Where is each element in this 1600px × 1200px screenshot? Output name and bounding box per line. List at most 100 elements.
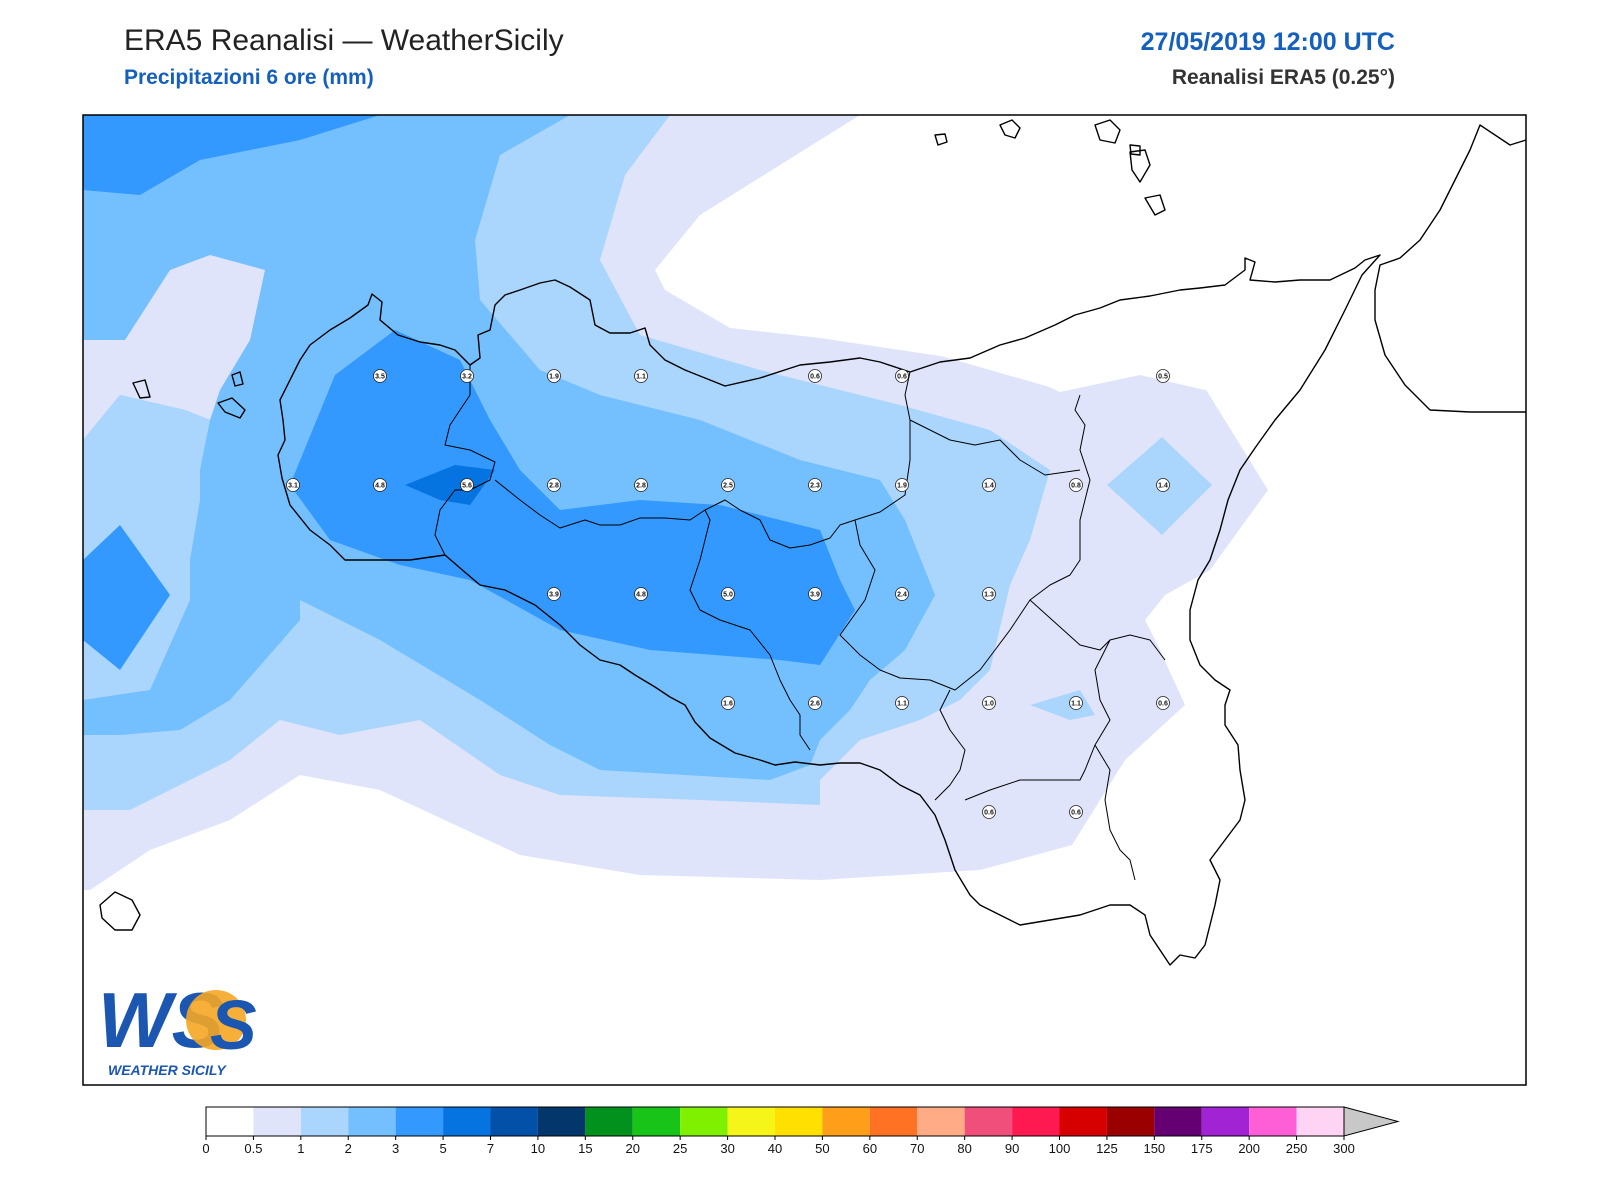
station-marker: 0.6 (1069, 805, 1083, 819)
colorbar-tick-label: 125 (1096, 1141, 1118, 1156)
colorbar-tick-label: 100 (1049, 1141, 1071, 1156)
station-circle (1069, 478, 1083, 492)
station-marker: 3.9 (547, 587, 561, 601)
station-circle (721, 696, 735, 710)
station-value: 4.8 (375, 483, 385, 490)
station-marker: 1.1 (634, 369, 648, 383)
station-value: 0.6 (1071, 810, 1081, 817)
station-circle (982, 696, 996, 710)
precip-band-5-7 (405, 465, 495, 505)
station-marker: 2.8 (547, 478, 561, 492)
colorbar-tick-label: 60 (863, 1141, 877, 1156)
station-marker: 2.8 (634, 478, 648, 492)
station-marker: 1.3 (982, 587, 996, 601)
station-value: 2.5 (723, 483, 733, 490)
precip-band-0-5-west-inlet (83, 255, 265, 440)
station-value: 1.9 (549, 374, 559, 381)
colorbar-tick-label: 0.5 (244, 1141, 262, 1156)
station-value: 1.1 (1071, 701, 1081, 708)
colorbar-segment (632, 1107, 681, 1136)
station-marker: 0.8 (1069, 478, 1083, 492)
logo-sun-icon (186, 990, 246, 1050)
station-marker: 2.6 (808, 696, 822, 710)
colorbar-segment (443, 1107, 491, 1136)
colorbar-segment (869, 1107, 918, 1136)
station-value: 2.8 (636, 483, 646, 490)
station-value: 1.3 (984, 592, 994, 599)
station-value: 0.8 (1071, 483, 1081, 490)
colorbar-tick-label: 40 (768, 1141, 782, 1156)
station-value: 5.6 (462, 483, 472, 490)
station-marker: 0.6 (1156, 696, 1170, 710)
precipitation-fields (83, 115, 1526, 890)
precip-band-3-5 (83, 115, 380, 195)
station-markers: 3.5 3.2 1.9 1.1 0.6 0.6 0.5 3.1 4.8 5.6 2.8 2.8 2.5 2… (286, 369, 1170, 819)
colorbar-segment (1012, 1107, 1060, 1136)
station-circle (982, 587, 996, 601)
colorbar-segment (822, 1107, 870, 1136)
station-value: 0.6 (984, 810, 994, 817)
station-marker: 1.9 (895, 478, 909, 492)
station-marker: 1.1 (895, 696, 909, 710)
dry-pocket-north (655, 115, 1526, 430)
colorbar-tick-label: 200 (1238, 1141, 1260, 1156)
colorbar-segment (1201, 1107, 1250, 1136)
station-value: 0.5 (1158, 374, 1168, 381)
colorbar-segment (1296, 1107, 1344, 1136)
station-marker: 5.6 (460, 478, 474, 492)
station-value: 2.4 (897, 592, 907, 599)
map-title: ERA5 Reanalisi — WeatherSicily (124, 24, 564, 57)
colorbar-segment (1059, 1107, 1107, 1136)
colorbar-tick-label: 150 (1143, 1141, 1165, 1156)
island-filicudi (999, 119, 1021, 139)
station-value: 3.9 (810, 592, 820, 599)
valid-datetime: 27/05/2019 12:00 UTC (1140, 28, 1395, 56)
colorbar-segment (585, 1107, 633, 1136)
island-pantelleria (99, 891, 141, 931)
station-circle (1156, 369, 1170, 383)
colorbar-tick-label: 2 (345, 1141, 352, 1156)
station-marker: 1.1 (1069, 696, 1083, 710)
station-value: 1.1 (897, 701, 907, 708)
station-circle (373, 369, 387, 383)
colorbar-segment (1106, 1107, 1155, 1136)
island-alicudi (934, 133, 948, 146)
logo-s-letter: S (210, 986, 257, 1064)
station-circle (895, 587, 909, 601)
map-subtitle: Precipitazioni 6 ore (mm) (124, 66, 374, 89)
colorbar-segment (1249, 1107, 1297, 1136)
station-marker: 1.6 (721, 696, 735, 710)
station-circle (460, 478, 474, 492)
colorbar-segment (300, 1107, 349, 1136)
station-circle (634, 587, 648, 601)
logo-text: WEATHER SICILY (108, 1062, 227, 1078)
station-circle (547, 478, 561, 492)
sicily-coastline (277, 254, 1381, 966)
station-value: 0.6 (810, 374, 820, 381)
colorbar-segment (348, 1107, 396, 1136)
weathersicily-logo: WS S WEATHER SICILY (98, 976, 257, 1078)
station-marker: 0.5 (1156, 369, 1170, 383)
station-circle (286, 478, 300, 492)
colorbar-tick-label: 25 (673, 1141, 687, 1156)
precip-band-3-5-west-diamond (83, 525, 170, 670)
station-marker: 5.0 (721, 587, 735, 601)
colorbar-extend-arrow (1343, 1106, 1400, 1137)
station-marker: 3.5 (373, 369, 387, 383)
station-circle (895, 369, 909, 383)
station-circle (460, 369, 474, 383)
colorbar-segment (917, 1107, 965, 1136)
colorbar-tick-label: 300 (1333, 1141, 1355, 1156)
station-value: 3.2 (462, 374, 472, 381)
colorbar-tick-label: 50 (815, 1141, 829, 1156)
station-marker: 3.1 (286, 478, 300, 492)
station-circle (547, 587, 561, 601)
station-value: 0.6 (1158, 701, 1168, 708)
station-circle (1156, 696, 1170, 710)
colorbar-tick-label: 7 (487, 1141, 494, 1156)
station-value: 3.5 (375, 374, 385, 381)
station-value: 2.8 (549, 483, 559, 490)
station-circle (808, 369, 822, 383)
station-circle (634, 478, 648, 492)
